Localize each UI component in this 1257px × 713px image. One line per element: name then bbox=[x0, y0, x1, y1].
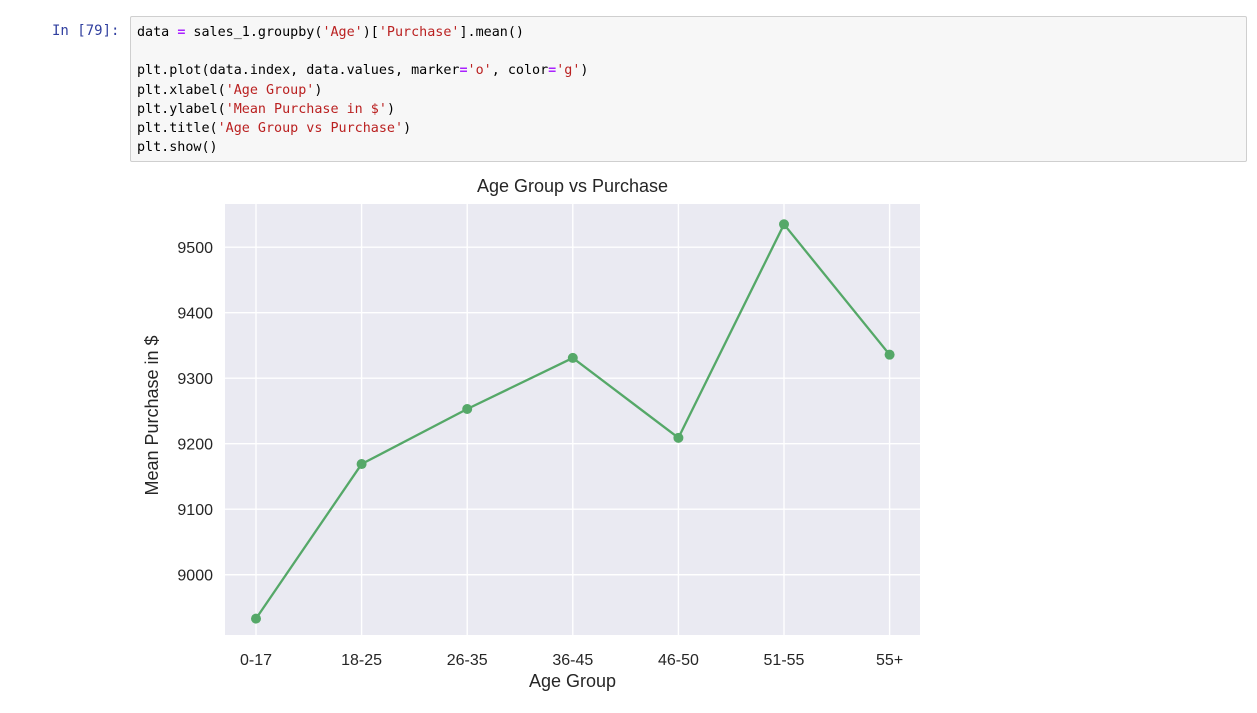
code-line: plt.plot(data.index, data.values, marker… bbox=[137, 61, 588, 80]
x-tick-label: 36-45 bbox=[552, 652, 593, 669]
code-token: 'Purchase' bbox=[378, 25, 460, 40]
code-line: data = sales_1.groupby('Age')['Purchase'… bbox=[137, 23, 588, 42]
y-tick-label: 9500 bbox=[177, 240, 213, 257]
x-axis-label: Age Group bbox=[529, 671, 616, 691]
code-line: plt.ylabel('Mean Purchase in $') bbox=[137, 100, 588, 119]
code-token: plt.ylabel( bbox=[137, 101, 226, 117]
x-tick-label: 55+ bbox=[876, 652, 903, 669]
code-line: plt.show() bbox=[137, 138, 588, 157]
y-tick-label: 9000 bbox=[177, 568, 213, 585]
cell-prompt: In [79]: bbox=[52, 23, 120, 39]
x-tick-label: 0-17 bbox=[240, 652, 272, 669]
code-line: plt.xlabel('Age Group') bbox=[137, 81, 588, 100]
code-token: 'Mean Purchase in $' bbox=[225, 101, 387, 117]
code-token: = bbox=[177, 25, 186, 40]
code-token: data bbox=[137, 25, 178, 40]
y-axis-label: Mean Purchase in $ bbox=[142, 335, 162, 495]
code-token: plt.title( bbox=[137, 120, 218, 136]
code-token: ) bbox=[314, 82, 323, 98]
data-point bbox=[779, 219, 789, 230]
data-point bbox=[884, 349, 895, 360]
code-token: 'o' bbox=[467, 63, 492, 79]
code-token: ) bbox=[386, 101, 395, 117]
data-point bbox=[251, 613, 261, 624]
code-token: 'Age Group' bbox=[225, 82, 315, 98]
code-token: ) bbox=[403, 120, 412, 136]
code-token: plt.plot(data.index, data.values, marker bbox=[137, 63, 460, 79]
code-token: 'g' bbox=[556, 63, 581, 79]
code-editor[interactable]: data = sales_1.groupby('Age')['Purchase'… bbox=[137, 23, 588, 157]
code-token: ].mean() bbox=[459, 25, 525, 40]
data-point bbox=[567, 352, 578, 363]
code-token: plt.show() bbox=[137, 140, 218, 156]
data-point bbox=[462, 404, 473, 415]
code-token: ) bbox=[580, 63, 589, 79]
x-tick-label: 18-25 bbox=[341, 652, 382, 669]
chart-title: Age Group vs Purchase bbox=[477, 176, 668, 196]
code-token: = bbox=[459, 63, 468, 79]
y-tick-label: 9200 bbox=[177, 437, 213, 454]
code-token: , color bbox=[491, 63, 549, 79]
y-tick-label: 9300 bbox=[177, 371, 213, 388]
code-token: )[ bbox=[362, 25, 379, 40]
code-token: plt.xlabel( bbox=[137, 82, 226, 98]
code-cell-input[interactable]: data = sales_1.groupby('Age')['Purchase'… bbox=[130, 16, 1247, 162]
x-tick-label: 51-55 bbox=[764, 652, 805, 669]
code-line bbox=[137, 42, 588, 61]
y-tick-label: 9100 bbox=[177, 502, 213, 519]
data-point bbox=[673, 432, 684, 443]
data-point bbox=[356, 459, 367, 470]
code-token: 'Age' bbox=[322, 25, 363, 40]
x-tick-label: 46-50 bbox=[658, 652, 699, 669]
code-line: plt.title('Age Group vs Purchase') bbox=[137, 119, 588, 138]
x-tick-label: 26-35 bbox=[447, 652, 488, 669]
code-token: = bbox=[548, 63, 557, 79]
line-chart: 9000 9100 9200 9300 9400 9500 0-17 18-25 26-35 36… bbox=[142, 176, 920, 691]
code-token: sales_1.groupby( bbox=[185, 25, 323, 40]
code-token: 'Age Group vs Purchase' bbox=[217, 120, 404, 136]
y-tick-label: 9400 bbox=[177, 306, 213, 323]
cell-output: 9000 9100 9200 9300 9400 9500 0-17 18-25 26-35 36… bbox=[130, 168, 1247, 708]
